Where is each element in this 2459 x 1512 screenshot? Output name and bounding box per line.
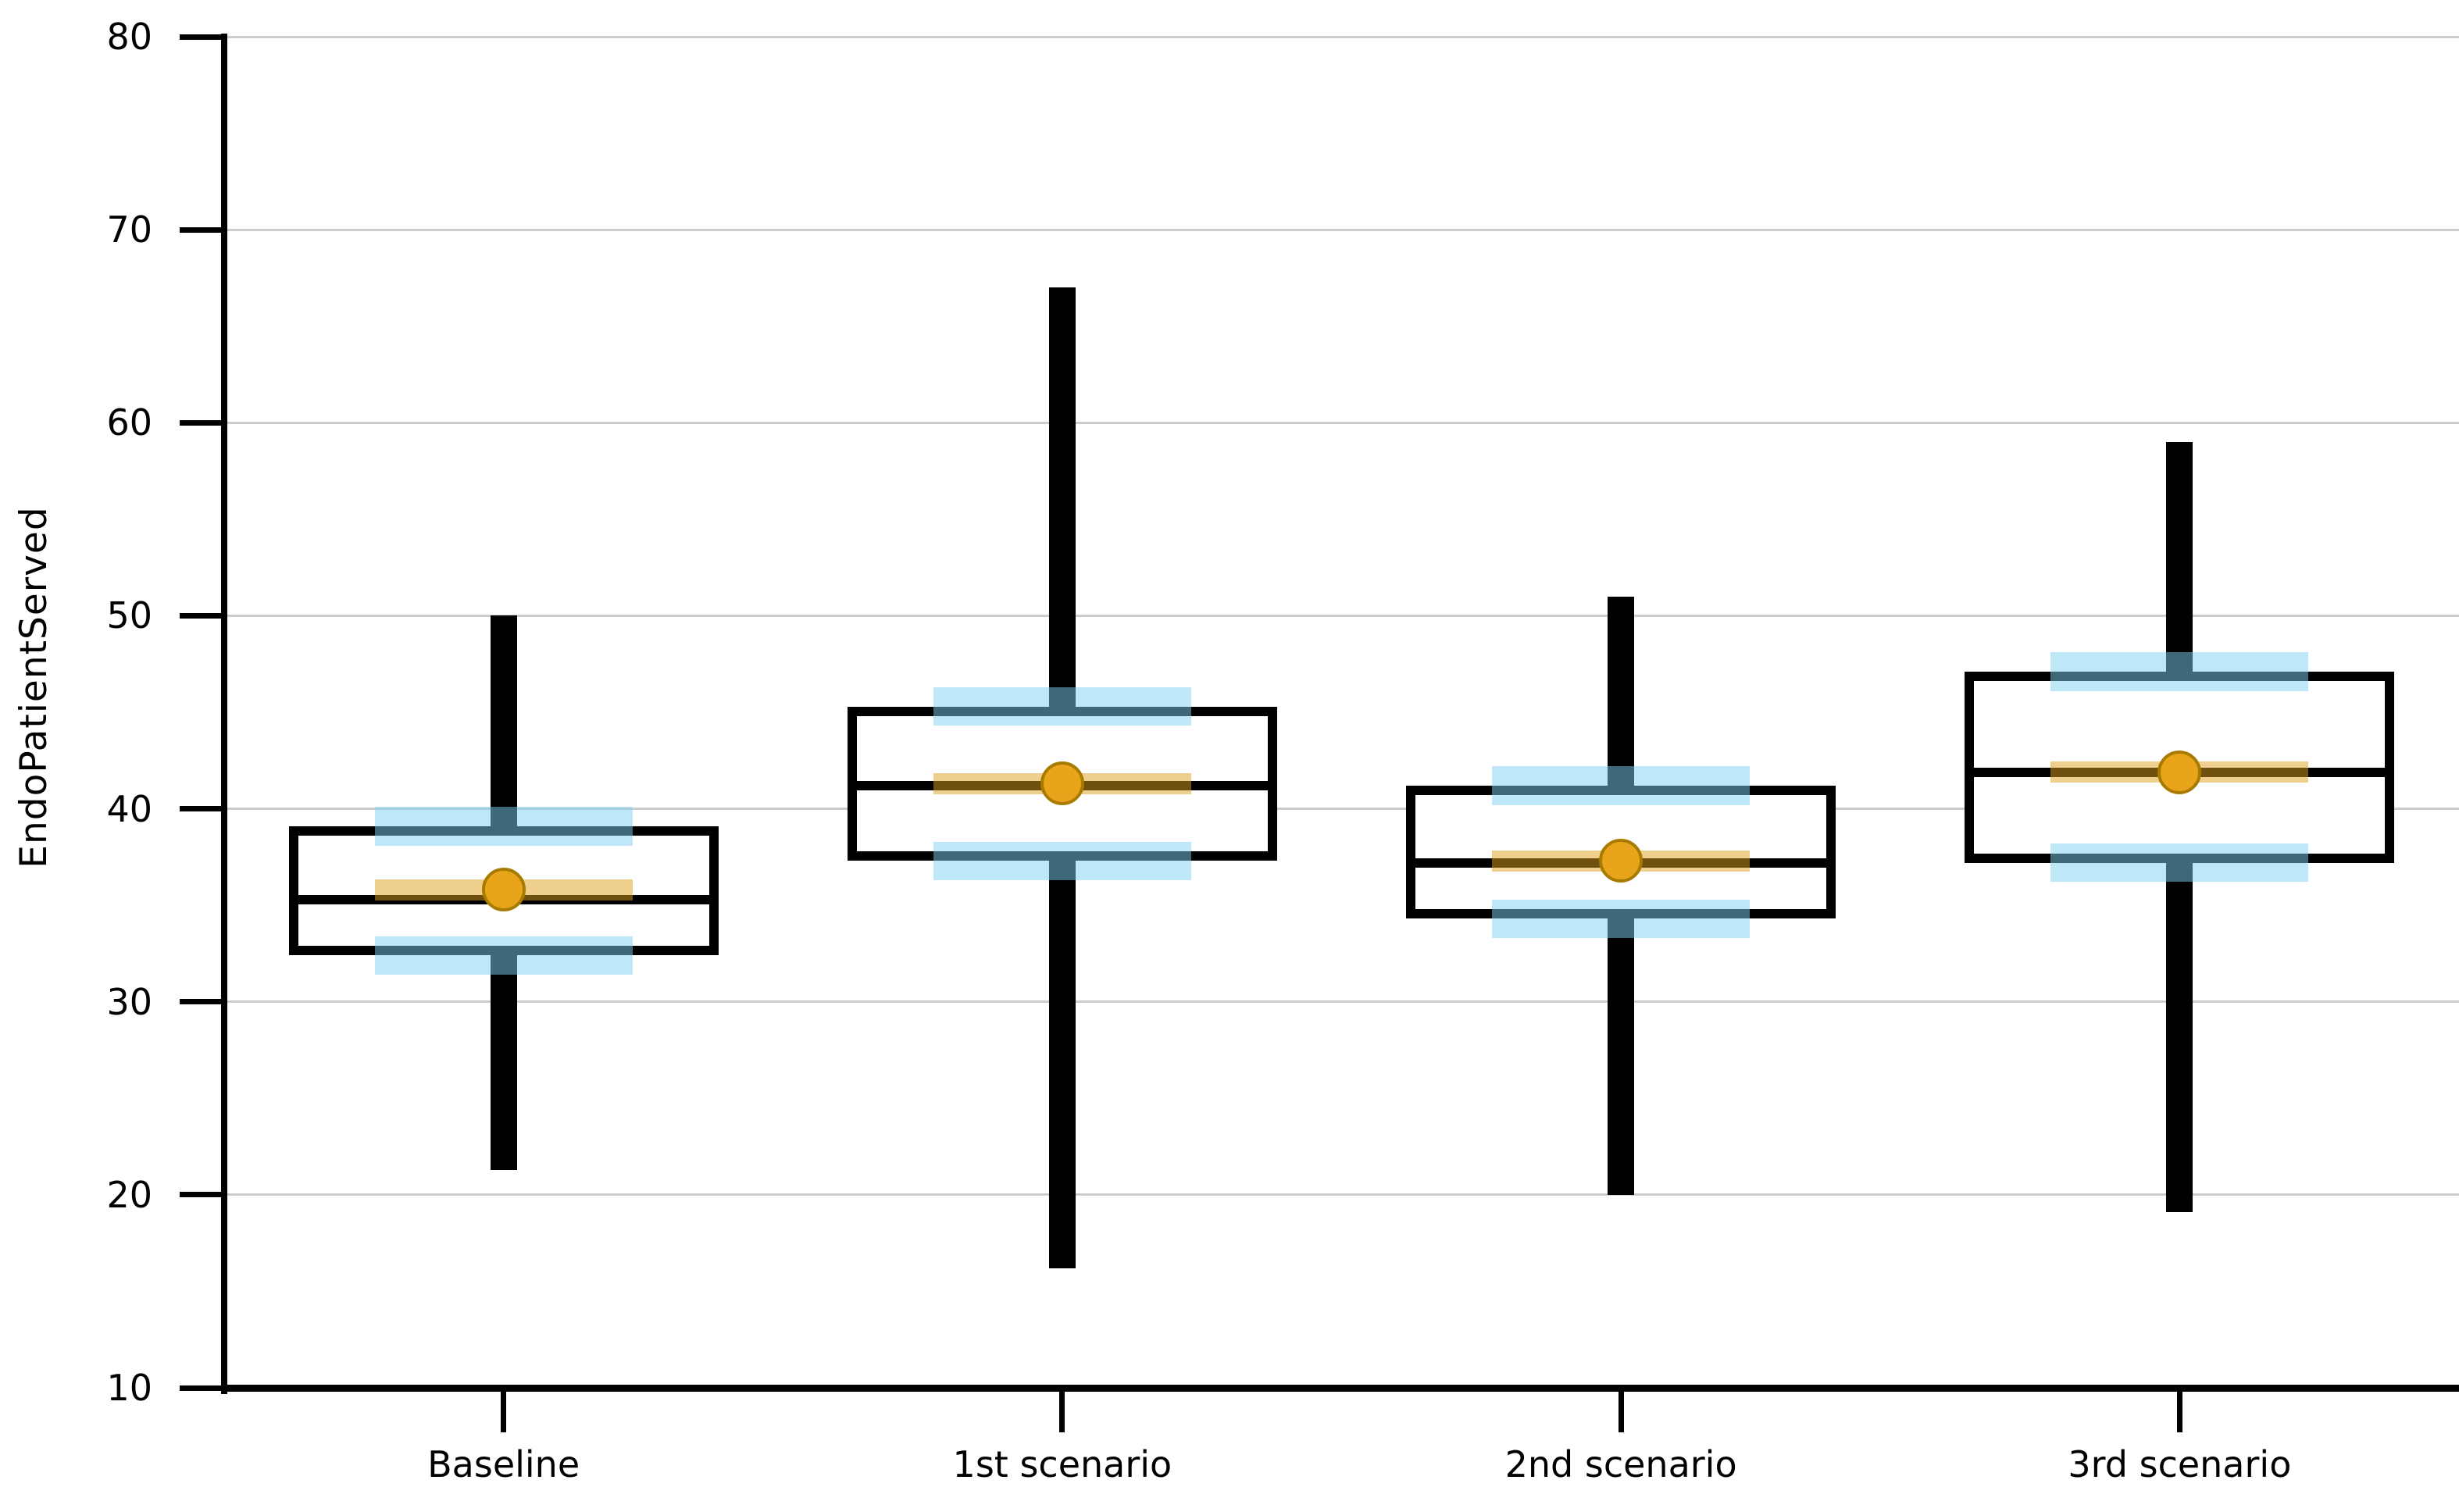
quartile-lower-ci-band-1st-scenario [933, 841, 1191, 880]
quartile-upper-ci-band-3rd-scenario [2050, 652, 2309, 691]
gridline-y-50 [224, 614, 2459, 617]
x-tick-3rd-scenario [2176, 1391, 2182, 1432]
y-tick-label-10: 10 [106, 1367, 152, 1409]
y-tick-label-70: 70 [106, 209, 152, 251]
y-tick-label-40: 40 [106, 787, 152, 830]
gridline-y-80 [224, 35, 2459, 38]
y-tick-30 [180, 999, 227, 1005]
x-axis-line [221, 1384, 2459, 1392]
gridline-y-60 [224, 421, 2459, 424]
x-category-label-1st-scenario: 1st scenario [952, 1443, 1172, 1485]
y-tick-70 [180, 226, 227, 233]
gridline-y-30 [224, 1000, 2459, 1004]
x-tick-2nd-scenario [1618, 1391, 1624, 1432]
y-tick-60 [180, 419, 227, 426]
mean-marker-baseline [481, 868, 526, 912]
y-tick-80 [180, 34, 227, 40]
x-category-label-3rd-scenario: 3rd scenario [2068, 1443, 2292, 1485]
quartile-lower-ci-band-2nd-scenario [1492, 899, 1751, 939]
x-category-label-2nd-scenario: 2nd scenario [1504, 1443, 1737, 1485]
gridline-y-40 [224, 808, 2459, 811]
y-tick-label-30: 30 [106, 980, 152, 1023]
y-tick-label-60: 60 [106, 401, 152, 444]
y-tick-50 [180, 612, 227, 619]
quartile-upper-ci-band-1st-scenario [933, 686, 1191, 726]
mean-marker-2nd-scenario [1599, 839, 1643, 883]
x-tick-1st-scenario [1059, 1391, 1065, 1432]
y-tick-label-50: 50 [106, 594, 152, 637]
y-tick-40 [180, 806, 227, 812]
x-category-label-baseline: Baseline [427, 1443, 580, 1485]
gridline-y-20 [224, 1193, 2459, 1196]
quartile-upper-ci-band-baseline [374, 807, 633, 846]
y-tick-10 [180, 1385, 227, 1391]
gridline-y-70 [224, 228, 2459, 231]
y-axis-line [221, 34, 227, 1394]
y-tick-20 [180, 1192, 227, 1198]
mean-marker-1st-scenario [1040, 761, 1084, 806]
x-tick-baseline [501, 1391, 507, 1432]
quartile-lower-ci-band-3rd-scenario [2050, 843, 2309, 883]
y-tick-label-20: 20 [106, 1173, 152, 1216]
mean-marker-3rd-scenario [2157, 750, 2202, 794]
quartile-upper-ci-band-2nd-scenario [1492, 766, 1751, 805]
quartile-lower-ci-band-baseline [374, 936, 633, 975]
y-tick-label-80: 80 [106, 16, 152, 58]
